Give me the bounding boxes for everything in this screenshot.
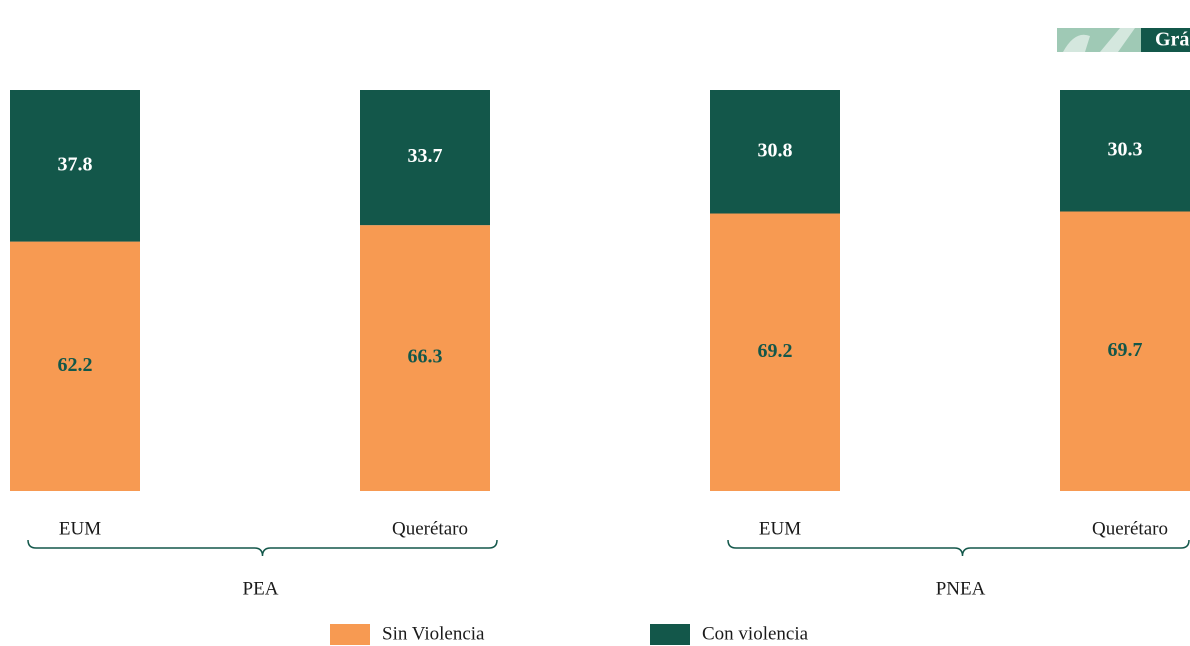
group-bracket [28,540,497,556]
data-label: 37.8 [58,153,93,175]
x-tick-label: Querétaro [1092,518,1168,539]
data-label: 69.2 [758,340,793,362]
chart: Grá 62.2 37.8 EUM 66.3 33.7 Querétaro 69.2 30.8… [0,0,1190,646]
data-label: 62.2 [58,354,93,376]
x-tick-label: Querétaro [392,518,468,539]
data-label: 33.7 [408,145,443,167]
legend-label: Con violencia [702,623,809,644]
legend-swatch [650,624,690,645]
x-tick-label: EUM [759,518,801,539]
legend-swatch [330,624,370,645]
group-label: PNEA [936,578,986,599]
data-label: 69.7 [1108,339,1143,361]
data-label: 30.3 [1108,138,1143,160]
header-label: Grá [1155,29,1189,51]
group-label: PEA [243,578,279,599]
data-label: 30.8 [758,139,793,161]
group-bracket [728,540,1189,556]
header-badge: Grá [1057,28,1190,52]
data-label: 66.3 [408,346,443,368]
x-tick-label: EUM [59,518,101,539]
legend-label: Sin Violencia [382,623,485,644]
